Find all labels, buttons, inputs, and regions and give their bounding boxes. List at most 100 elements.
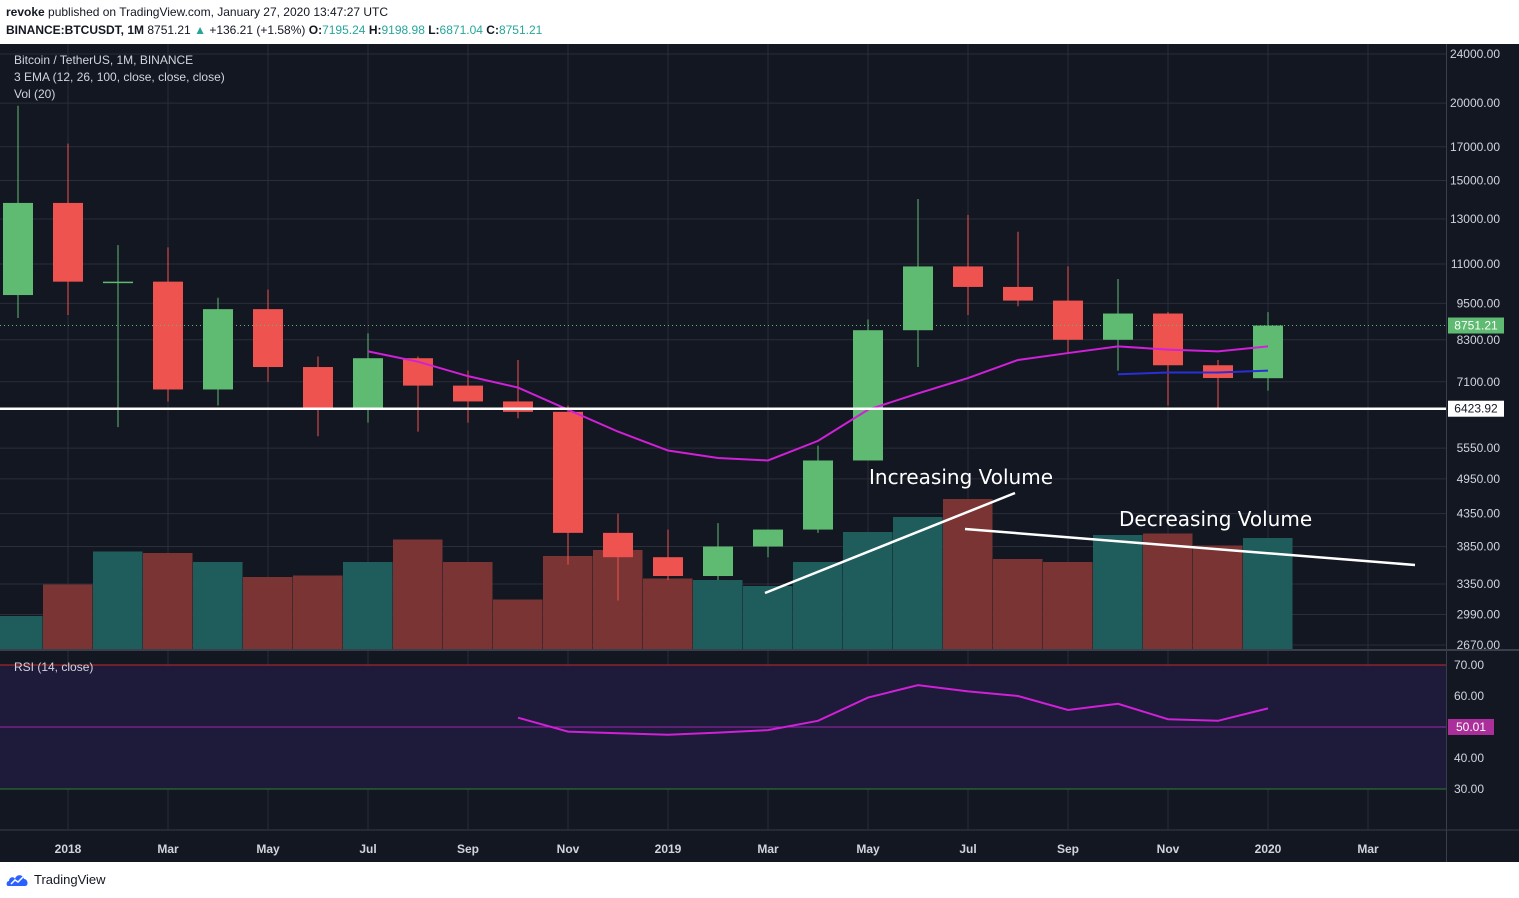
legend: Bitcoin / TetherUS, 1M, BINANCE 3 EMA (1… — [14, 53, 225, 674]
volume-bar — [543, 556, 593, 649]
rsi-tick-label: 30.00 — [1454, 782, 1484, 796]
x-tick-label: May — [856, 842, 880, 856]
volume-bar — [1093, 535, 1143, 649]
y-tick-label: 5550.00 — [1457, 441, 1501, 455]
candle-body[interactable] — [153, 281, 183, 390]
publisher-text: published on TradingView.com, January 27… — [44, 5, 389, 19]
candle-body[interactable] — [553, 411, 583, 533]
y-tick-label: 2990.00 — [1457, 608, 1501, 622]
publisher-name[interactable]: revoke — [6, 5, 45, 19]
tradingview-cloud-icon — [6, 874, 28, 886]
volume-bar — [343, 562, 393, 649]
candles — [3, 105, 1283, 601]
low-value: 6871.04 — [439, 23, 483, 37]
volume-bar — [1243, 538, 1293, 649]
close-value: 8751.21 — [498, 23, 543, 37]
last-price: 8751.21 — [147, 23, 191, 37]
tradingview-logo[interactable]: TradingView — [6, 872, 106, 887]
legend-title[interactable]: Bitcoin / TetherUS, 1M, BINANCE — [14, 53, 193, 67]
candle-body[interactable] — [3, 202, 33, 296]
volume-bar — [693, 580, 743, 649]
volume-bar — [1193, 545, 1243, 649]
candle-body[interactable] — [1253, 325, 1283, 379]
annotations: Increasing Volume Decreasing Volume — [764, 465, 1416, 595]
x-tick-label: Jul — [359, 842, 376, 856]
rsi-pane — [0, 664, 1446, 790]
y-tick-label: 4350.00 — [1457, 507, 1501, 521]
candle-body[interactable] — [403, 358, 433, 386]
y-tick-label: 7100.00 — [1457, 375, 1501, 389]
volume-bar — [1043, 562, 1093, 649]
rsi-value-label: 50.01 — [1456, 720, 1486, 734]
volume-bar — [843, 532, 893, 649]
candle-body[interactable] — [653, 557, 683, 577]
volume-bar — [43, 584, 93, 649]
low-label: L: — [428, 23, 440, 37]
open-value: 7195.24 — [322, 23, 366, 37]
volume-bar — [993, 559, 1043, 649]
candle-body[interactable] — [353, 358, 383, 410]
rsi-tick-label: 60.00 — [1454, 689, 1484, 703]
y-tick-label: 3350.00 — [1457, 577, 1501, 591]
legend-rsi[interactable]: RSI (14, close) — [14, 660, 93, 674]
decreasing-trendline[interactable] — [964, 527, 1416, 567]
candle-body[interactable] — [953, 266, 983, 287]
x-tick-label: Mar — [757, 842, 779, 856]
x-tick-label: 2019 — [655, 842, 682, 856]
candle-body[interactable] — [303, 367, 333, 410]
candle-body[interactable] — [203, 309, 233, 390]
y-tick-label: 24000.00 — [1450, 47, 1500, 61]
volume-bars — [0, 499, 1293, 649]
volume-bar — [293, 575, 343, 649]
y-tick-label: 11000.00 — [1451, 257, 1500, 271]
y-tick-label: 17000.00 — [1450, 140, 1500, 154]
candle-body[interactable] — [503, 401, 533, 412]
change: +136.21 (+1.58%) — [209, 23, 306, 37]
increasing-trendline[interactable] — [764, 491, 1016, 595]
axes: 2018 Mar May Jul Sep Nov 2019 Mar May Jul Sep Nov 20… — [0, 44, 1519, 862]
candle-body[interactable] — [1003, 286, 1033, 301]
candle-body[interactable] — [753, 529, 783, 547]
chart-canvas[interactable]: 2018 Mar May Jul Sep Nov 2019 Mar May Jul Sep Nov 20… — [0, 44, 1519, 862]
candle-body[interactable] — [253, 309, 283, 368]
rsi-tick-label: 70.00 — [1454, 658, 1484, 672]
volume-bar — [193, 562, 243, 649]
volume-bar — [443, 562, 493, 649]
y-tick-label: 15000.00 — [1450, 173, 1500, 187]
candle-body[interactable] — [1103, 313, 1133, 340]
legend-ema[interactable]: 3 EMA (12, 26, 100, close, close, close) — [14, 70, 225, 84]
y-tick-label: 4950.00 — [1457, 472, 1501, 486]
legend-vol[interactable]: Vol (20) — [14, 87, 55, 101]
candle-body[interactable] — [703, 546, 733, 577]
volume-bar — [243, 577, 293, 649]
candle-body[interactable] — [853, 330, 883, 461]
volume-bar — [793, 562, 843, 649]
support-tag — [1448, 400, 1504, 417]
last-price-tag — [1448, 317, 1504, 334]
candle-body[interactable] — [803, 460, 833, 530]
y-tick-label: 3850.00 — [1457, 540, 1501, 554]
volume-bar — [0, 616, 43, 649]
candle-body[interactable] — [603, 532, 633, 558]
candle-body[interactable] — [903, 266, 933, 331]
x-tick-label: Nov — [557, 842, 580, 856]
candle-body[interactable] — [1153, 313, 1183, 366]
x-tick-label: Sep — [457, 842, 479, 856]
volume-bar — [643, 578, 693, 649]
candle-body[interactable] — [103, 281, 133, 284]
candle-body[interactable] — [1053, 300, 1083, 340]
y-tick-label: 20000.00 — [1450, 96, 1500, 110]
symbol[interactable]: BINANCE:BTCUSDT, 1M — [6, 23, 144, 37]
volume-bar — [493, 599, 543, 649]
x-tick-label: 2020 — [1255, 842, 1282, 856]
high-label: H: — [368, 23, 382, 37]
candle-body[interactable] — [53, 202, 83, 282]
x-tick-label: Jul — [959, 842, 976, 856]
x-tick-label: May — [256, 842, 280, 856]
candle-body[interactable] — [453, 385, 483, 402]
x-tick-label: Sep — [1057, 842, 1079, 856]
symbol-line: BINANCE:BTCUSDT, 1M 8751.21 ▲ +136.21 (+… — [6, 23, 542, 37]
y-tick-label: 9500.00 — [1457, 296, 1501, 310]
ema-lines — [367, 345, 1269, 462]
increasing-label: Increasing Volume — [869, 465, 1053, 489]
